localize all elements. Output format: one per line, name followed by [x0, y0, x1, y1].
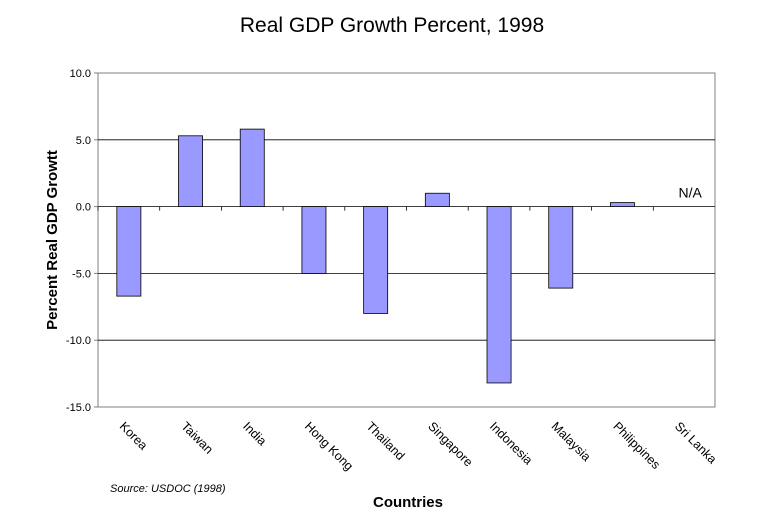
y-tick-label: -10.0	[66, 335, 91, 347]
y-axis-label: Percent Real GDP Growtt	[44, 150, 61, 330]
y-tick-label: 10.0	[70, 68, 91, 80]
bar	[116, 206, 142, 297]
chart-title: Real GDP Growth Percent, 1998	[240, 14, 544, 37]
y-axis-ticks: 10.0 5.0 0.0 -5.0 -10.0 -15.0	[66, 68, 91, 414]
x-category-label: Korea	[117, 419, 151, 453]
y-tick-label: 5.0	[76, 135, 91, 147]
bar	[424, 192, 450, 208]
na-annotation: N/A	[678, 185, 702, 201]
bar	[301, 206, 327, 274]
bar	[548, 206, 574, 289]
x-category-label: Thailand	[364, 419, 408, 463]
y-tick-label: -5.0	[72, 268, 91, 280]
y-tick-label: -15.0	[66, 402, 91, 414]
bar	[178, 135, 203, 208]
bar	[610, 202, 635, 207]
y-tick-label: 0.0	[76, 202, 91, 214]
x-axis-label: Countries	[373, 494, 443, 511]
x-category-label: Indonesia	[487, 419, 535, 467]
annotations: N/A	[678, 185, 702, 201]
x-category-label: Malaysia	[549, 419, 594, 464]
x-axis-categories: Korea Taiwan India Hong Kong Thailand Singapo…	[117, 419, 720, 473]
x-category-label: India	[240, 419, 269, 448]
plot-area	[97, 72, 716, 408]
gridlines	[94, 72, 715, 408]
x-category-label: Sri Lanka	[672, 419, 719, 466]
source-note: Source: USDOC (1998)	[110, 483, 226, 495]
bars	[97, 128, 654, 384]
bar	[239, 128, 265, 207]
x-category-label: Taiwan	[178, 419, 215, 456]
bar	[363, 206, 389, 314]
bar	[486, 206, 512, 384]
x-category-label: Philippines	[610, 419, 663, 472]
x-category-label: Hong Kong	[302, 419, 356, 473]
x-category-label: Singapore	[425, 419, 475, 469]
